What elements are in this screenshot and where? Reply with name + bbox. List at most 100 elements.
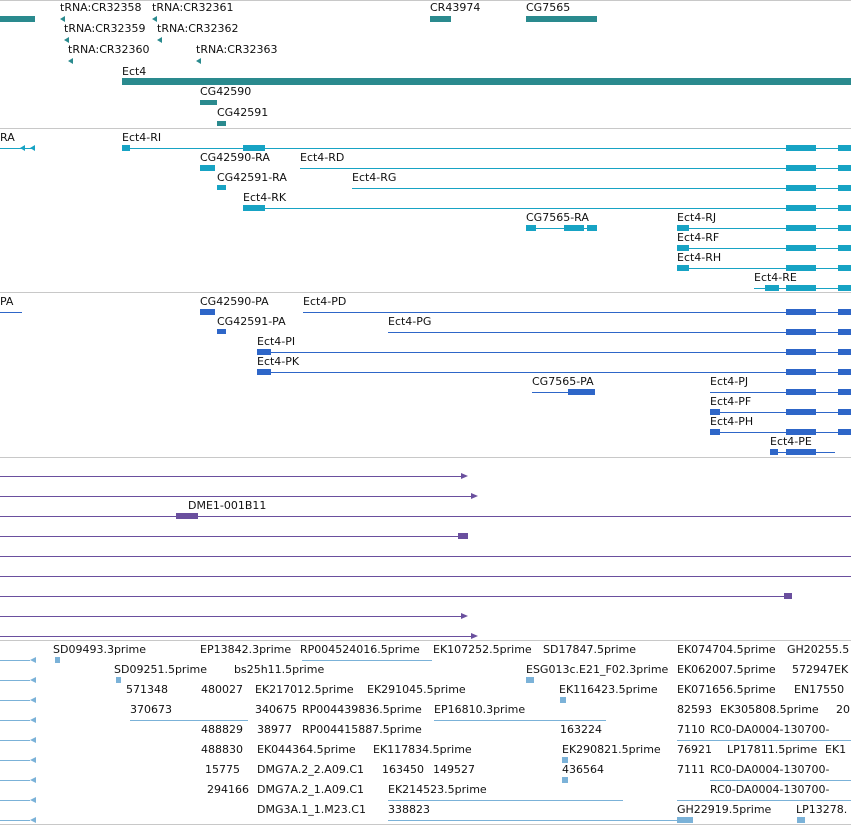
feature-label[interactable]: CG42591-RA [217,171,287,184]
protein-glyph[interactable] [710,412,851,413]
feature-label[interactable]: LP13278. [796,803,848,816]
transcript-glyph[interactable] [786,225,816,231]
clone-glyph[interactable] [458,533,468,539]
protein-glyph[interactable] [303,312,851,313]
feature-label[interactable]: 38977 [257,723,292,736]
gene-glyph[interactable] [60,16,65,22]
clone-glyph[interactable] [0,476,462,477]
feature-label[interactable]: 7111 [677,763,705,776]
est-glyph[interactable] [0,740,30,741]
feature-label[interactable]: tRNA:CR32358 [60,1,142,14]
est-glyph[interactable] [30,717,36,723]
protein-glyph[interactable] [257,349,271,355]
clone-glyph[interactable] [0,536,462,537]
feature-label[interactable]: Ect4-RI [122,131,162,144]
protein-glyph[interactable] [532,392,595,393]
feature-label[interactable]: GH22919.5prime [677,803,772,816]
feature-label[interactable]: EP16810.3prime [434,703,526,716]
feature-label[interactable]: 480027 [201,683,243,696]
transcript-glyph[interactable] [786,145,816,151]
est-glyph[interactable] [30,697,36,703]
feature-label[interactable]: RP004415887.5prime [302,723,422,736]
feature-label[interactable]: Ect4-RF [677,231,720,244]
transcript-glyph[interactable] [838,145,851,151]
feature-label[interactable]: EK305808.5prime [720,703,819,716]
est-glyph[interactable] [434,720,606,721]
transcript-glyph[interactable] [786,165,816,171]
clone-glyph[interactable] [0,576,851,577]
clone-glyph[interactable] [0,496,472,497]
transcript-glyph[interactable] [838,205,851,211]
protein-glyph[interactable] [786,349,816,355]
transcript-glyph[interactable] [243,208,851,209]
transcript-glyph[interactable] [122,148,851,149]
gene-glyph[interactable] [68,58,73,64]
protein-glyph[interactable] [770,449,778,455]
feature-label[interactable]: CG42590 [200,85,252,98]
transcript-glyph[interactable] [243,145,265,151]
feature-label[interactable]: ESG013c.E21_F02.3prime [526,663,669,676]
transcript-glyph[interactable] [20,145,25,151]
feature-label[interactable]: Ect4-PK [257,355,300,368]
transcript-glyph[interactable] [765,285,779,291]
est-glyph[interactable] [677,800,851,801]
est-glyph[interactable] [130,720,248,721]
protein-glyph[interactable] [786,409,816,415]
protein-glyph[interactable] [710,432,851,433]
feature-label[interactable]: Ect4-RJ [677,211,717,224]
feature-label[interactable]: 338823 [388,803,430,816]
protein-glyph[interactable] [710,392,851,393]
clone-glyph[interactable] [0,516,851,517]
feature-label[interactable]: Ect4-PE [770,435,812,448]
protein-glyph[interactable] [786,449,816,455]
gene-glyph[interactable] [152,16,157,22]
feature-label[interactable]: SD09493.3prime [53,643,146,656]
feature-label[interactable]: EK117834.5prime [373,743,472,756]
est-glyph[interactable] [0,720,30,721]
feature-label[interactable]: 163450 [382,763,424,776]
feature-label[interactable]: Ect4-RK [243,191,287,204]
feature-label[interactable]: EK107252.5prime [433,643,532,656]
feature-label[interactable]: tRNA:CR32362 [157,22,239,35]
feature-label[interactable]: 572947EK [792,663,849,676]
transcript-glyph[interactable] [30,145,35,151]
feature-label[interactable]: 20 [836,703,850,716]
feature-label[interactable]: bs25h11.5prime [234,663,325,676]
feature-label[interactable]: DMG7A.2_1.A09.C1 [257,783,365,796]
transcript-glyph[interactable] [677,248,851,249]
feature-label[interactable]: EK071656.5prime [677,683,776,696]
est-glyph[interactable] [0,800,30,801]
est-glyph[interactable] [30,657,36,663]
est-glyph[interactable] [0,780,30,781]
feature-label[interactable]: DME1-001B11 [188,499,267,512]
feature-label[interactable]: RP004524016.5prime [300,643,420,656]
protein-glyph[interactable] [838,309,851,315]
feature-label[interactable]: CG7565-RA [526,211,589,224]
est-glyph[interactable] [0,820,30,821]
feature-label[interactable]: Ect4-PI [257,335,296,348]
protein-glyph[interactable] [786,389,816,395]
transcript-glyph[interactable] [243,205,265,211]
feature-label[interactable]: DMG7A.2_2.A09.C1 [257,763,365,776]
protein-glyph[interactable] [568,389,595,395]
feature-label[interactable]: EK044364.5prime [257,743,356,756]
transcript-glyph[interactable] [786,185,816,191]
transcript-glyph[interactable] [786,245,816,251]
transcript-glyph[interactable] [786,285,816,291]
feature-label[interactable]: LP17811.5prime [727,743,818,756]
protein-glyph[interactable] [388,332,851,333]
feature-label[interactable]: 76921 [677,743,712,756]
feature-label[interactable]: Ect4 [122,65,147,78]
gene-glyph[interactable] [200,100,217,105]
est-glyph[interactable] [562,777,568,783]
gene-glyph[interactable] [526,16,597,22]
est-glyph[interactable] [710,780,851,781]
est-glyph[interactable] [677,817,693,823]
transcript-glyph[interactable] [564,225,584,231]
clone-glyph[interactable] [784,593,792,599]
feature-label[interactable]: 571348 [126,683,168,696]
est-glyph[interactable] [797,817,805,823]
protein-glyph[interactable] [217,329,226,334]
feature-label[interactable]: RA [0,131,15,144]
feature-label[interactable]: RC0-DA0004-130700- [710,783,830,796]
